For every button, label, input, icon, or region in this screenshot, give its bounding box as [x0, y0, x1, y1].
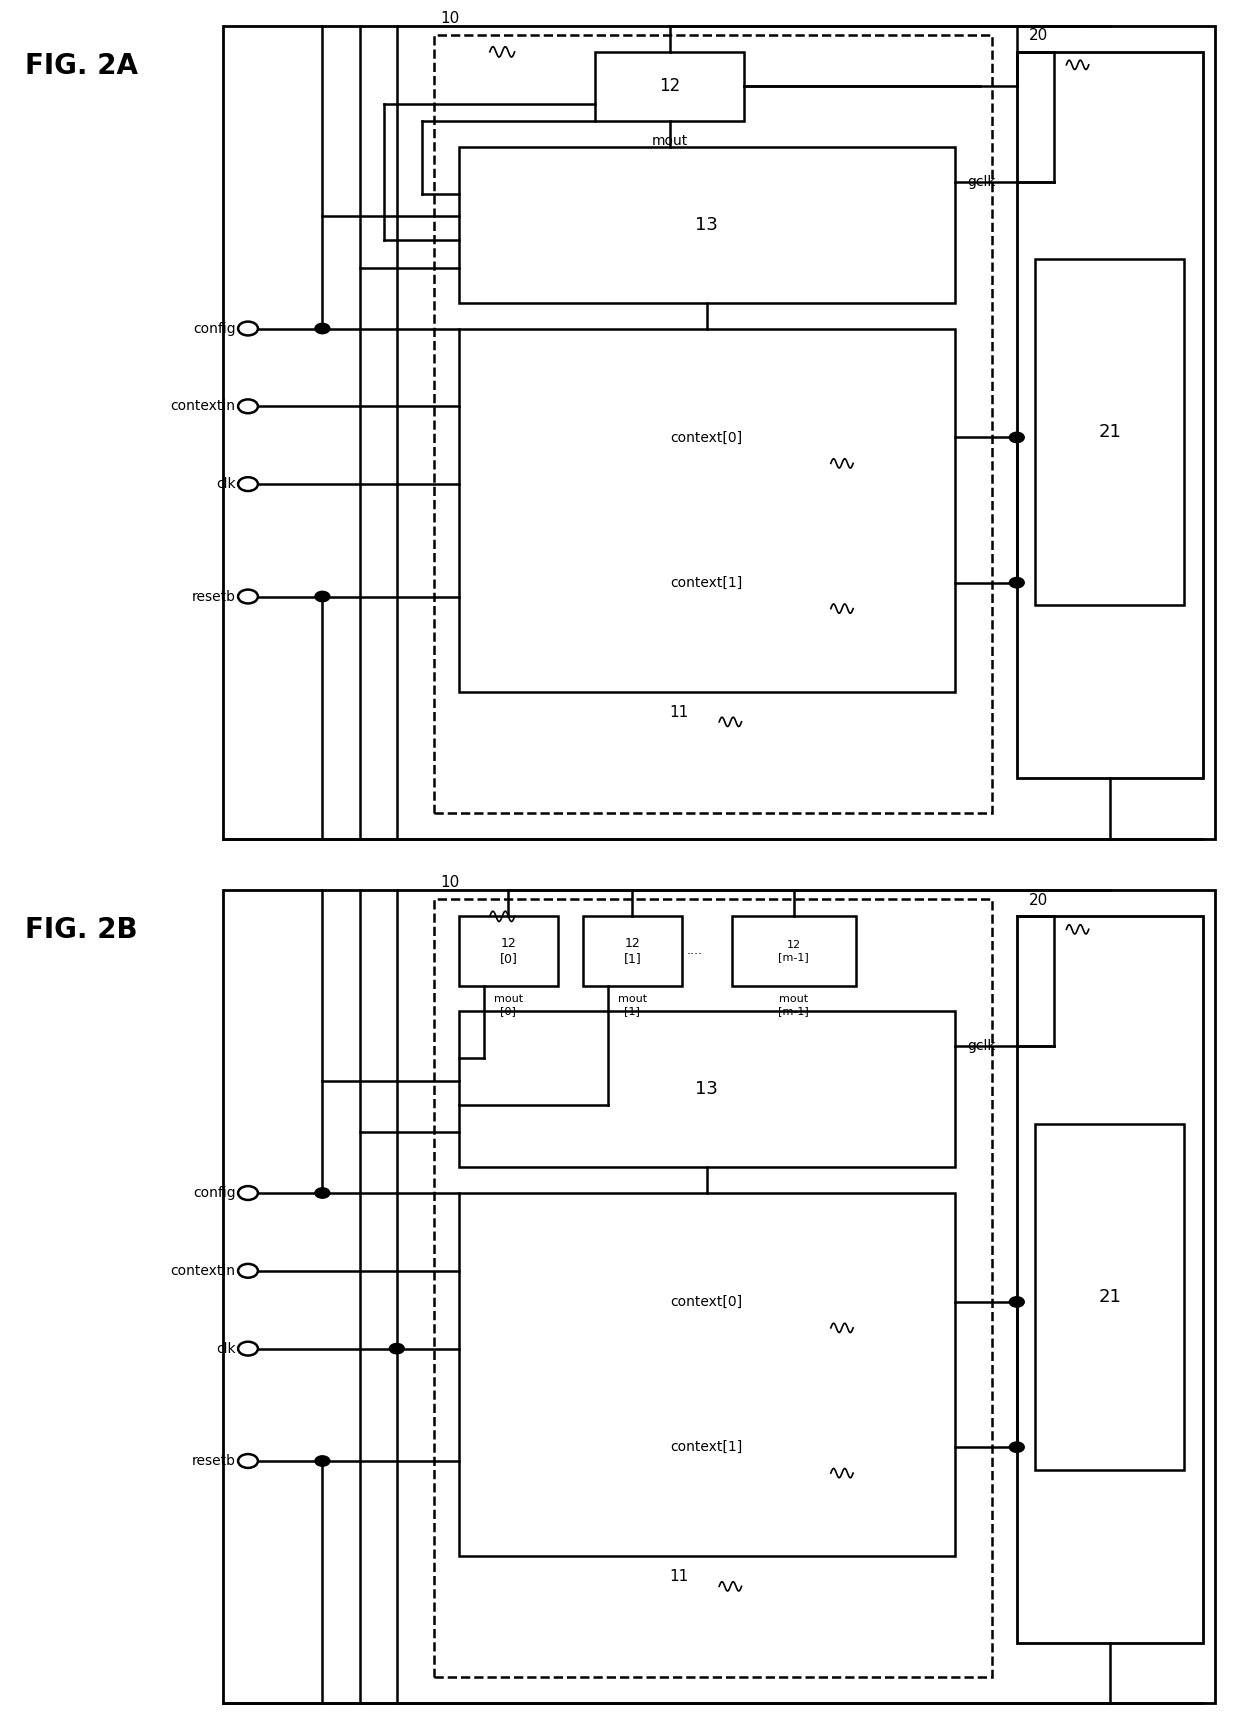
Text: 13: 13 — [696, 1081, 718, 1098]
Text: clk: clk — [216, 477, 236, 491]
Circle shape — [238, 399, 258, 413]
Text: 12
[1]: 12 [1] — [624, 937, 641, 965]
Circle shape — [315, 1188, 330, 1198]
Text: mout
[m-1]: mout [m-1] — [779, 994, 808, 1015]
Text: clk: clk — [216, 1342, 236, 1356]
Text: context[1]: context[1] — [671, 1440, 743, 1454]
Bar — [459, 1193, 955, 1556]
Bar — [732, 916, 856, 986]
Text: contextin: contextin — [171, 399, 236, 413]
Text: mout
[0]: mout [0] — [494, 994, 523, 1015]
Text: gclk: gclk — [967, 1039, 996, 1053]
Circle shape — [389, 1343, 404, 1354]
Circle shape — [315, 591, 330, 602]
Text: config: config — [193, 322, 236, 335]
Text: gclk: gclk — [967, 175, 996, 188]
Circle shape — [1009, 432, 1024, 443]
Bar — [223, 890, 1215, 1703]
Circle shape — [238, 477, 258, 491]
Circle shape — [315, 323, 330, 334]
Text: context[0]: context[0] — [671, 431, 743, 444]
Text: ....: .... — [687, 944, 702, 958]
Text: 11: 11 — [670, 705, 689, 719]
Bar — [459, 147, 955, 303]
Text: 20: 20 — [1029, 28, 1049, 43]
Text: mout: mout — [651, 135, 688, 149]
Bar — [1017, 916, 1203, 1643]
Text: 20: 20 — [1029, 892, 1049, 908]
Bar — [223, 26, 1215, 839]
Circle shape — [1009, 1442, 1024, 1452]
Bar — [595, 52, 744, 121]
Bar — [583, 916, 682, 986]
Circle shape — [1009, 1297, 1024, 1307]
Text: 21: 21 — [1099, 1288, 1121, 1305]
Circle shape — [1009, 577, 1024, 588]
Text: context[0]: context[0] — [671, 1295, 743, 1309]
Text: 21: 21 — [1099, 424, 1121, 441]
Text: FIG. 2B: FIG. 2B — [25, 916, 138, 944]
Circle shape — [238, 1342, 258, 1356]
Text: 10: 10 — [440, 875, 460, 890]
Bar — [1035, 259, 1184, 605]
Circle shape — [315, 1456, 330, 1466]
Bar — [434, 899, 992, 1677]
Bar — [1035, 1124, 1184, 1470]
Circle shape — [238, 1264, 258, 1278]
Bar — [459, 916, 558, 986]
Text: resetb: resetb — [192, 1454, 236, 1468]
Text: 13: 13 — [696, 216, 718, 233]
Circle shape — [238, 1454, 258, 1468]
Bar — [459, 1011, 955, 1167]
Text: 12: 12 — [658, 78, 681, 95]
Circle shape — [238, 1186, 258, 1200]
Text: 12
[0]: 12 [0] — [500, 937, 517, 965]
Text: resetb: resetb — [192, 590, 236, 603]
Text: contextin: contextin — [171, 1264, 236, 1278]
Text: 11: 11 — [670, 1570, 689, 1584]
Text: mout
[1]: mout [1] — [618, 994, 647, 1015]
Bar — [1017, 52, 1203, 778]
Circle shape — [238, 322, 258, 335]
Text: config: config — [193, 1186, 236, 1200]
Text: context[1]: context[1] — [671, 576, 743, 590]
Bar — [434, 35, 992, 813]
Text: 10: 10 — [440, 10, 460, 26]
Bar — [459, 329, 955, 692]
Text: 12
[m-1]: 12 [m-1] — [779, 941, 808, 961]
Circle shape — [238, 590, 258, 603]
Text: FIG. 2A: FIG. 2A — [25, 52, 138, 80]
